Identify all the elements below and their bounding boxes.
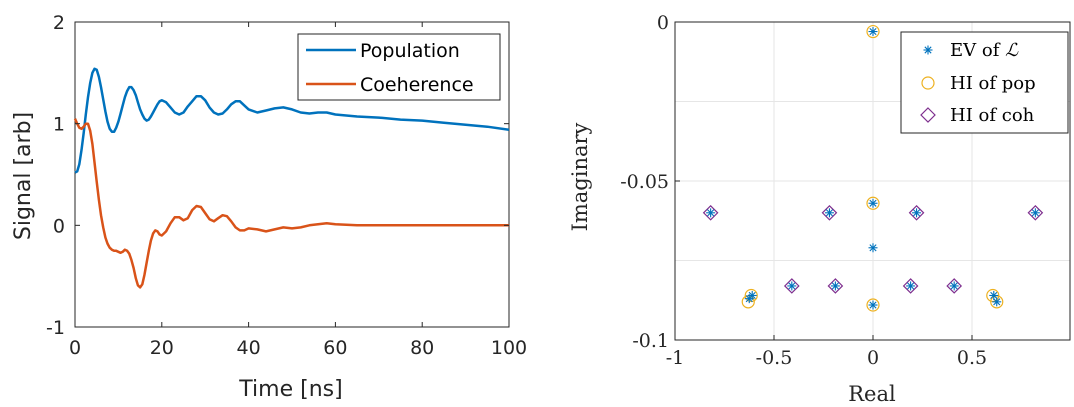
legend-ev-marker [923, 45, 933, 55]
x-tick-label: 0 [867, 347, 879, 369]
circle-point [866, 196, 880, 210]
asterisk-point [868, 243, 878, 253]
left-x-axis-label: Time [ns] [238, 377, 342, 402]
legend-coh-label: HI of coh [950, 105, 1035, 126]
diamond-point [827, 278, 844, 294]
circle-point [866, 298, 880, 312]
legend-pop-marker [921, 76, 935, 90]
y-tick-label: 2 [53, 12, 65, 34]
legend-population-label: Population [360, 40, 460, 62]
diamond-point [1027, 204, 1044, 221]
x-tick-label: -0.5 [756, 347, 793, 369]
legend-ev-label: EV of ℒ [950, 40, 1019, 61]
left-legend-box [297, 33, 501, 101]
right-plot-area [702, 24, 1044, 312]
asterisk-point [830, 281, 840, 291]
left-y-ticks: -1 0 1 2 [46, 12, 509, 339]
asterisk-point [868, 198, 878, 208]
x-tick-label: -1 [666, 347, 685, 369]
diamond-point [821, 204, 838, 221]
diamond-point [908, 204, 925, 221]
asterisk-point [747, 290, 757, 300]
legend-pop-label: HI of pop [950, 73, 1036, 94]
circle-point [744, 288, 758, 303]
diamond-point [783, 278, 800, 294]
x-tick-label: 80 [410, 337, 434, 359]
series-line-population [74, 67, 510, 174]
asterisk-point [868, 27, 878, 37]
asterisk-point [906, 281, 916, 291]
x-tick-label: 20 [150, 337, 174, 359]
y-tick-label: -0.05 [620, 171, 669, 193]
legend-ev-text: EV of [950, 40, 1005, 61]
series-line-coeherence [73, 118, 509, 289]
legend-coh-marker [920, 107, 936, 123]
x-tick-label: 60 [323, 337, 347, 359]
asterisk-point [912, 208, 922, 218]
right-x-axis-label: Real [848, 382, 896, 406]
asterisk-point [706, 208, 716, 218]
left-y-axis-label: Signal [arb] [11, 112, 36, 240]
right-legend: EV of ℒ HI of pop HI of coh [900, 31, 1069, 134]
asterisk-point [868, 300, 878, 310]
right-y-axis-label: Imaginary [568, 122, 592, 231]
asterisk-point [992, 297, 1002, 307]
x-tick-label: 0 [69, 337, 81, 359]
y-tick-label: 0 [53, 215, 65, 237]
asterisk-point [1030, 208, 1040, 218]
right-chart: -1 -0.5 0 0.5 0 -0.05 -0.1 Real Imaginary EV … [568, 12, 1071, 406]
x-tick-label: 100 [491, 337, 527, 359]
x-tick-label: 40 [237, 337, 261, 359]
right-legend-markers [920, 45, 936, 123]
diamond-point [902, 278, 919, 294]
right-y-ticks: 0 -0.05 -0.1 [620, 12, 680, 352]
asterisk-point [824, 208, 834, 218]
left-legend: Population Coeherence [297, 33, 501, 101]
left-x-ticks: 0 20 40 60 80 100 [69, 22, 527, 359]
diamond-point [946, 278, 963, 294]
y-tick-label: 0 [657, 12, 669, 34]
circle-point [866, 24, 880, 39]
legend-coherence-label: Coeherence [360, 74, 474, 96]
asterisk-point [949, 281, 959, 291]
y-tick-label: 1 [53, 114, 65, 136]
diamond-point [702, 204, 719, 221]
legend-ev-symbol: ℒ [1005, 40, 1019, 61]
asterisk-point [787, 281, 797, 291]
y-tick-label: -0.1 [632, 330, 669, 352]
right-x-ticks: -1 -0.5 0 0.5 [666, 335, 987, 369]
y-tick-label: -1 [46, 317, 65, 339]
x-tick-label: 0.5 [957, 347, 987, 369]
